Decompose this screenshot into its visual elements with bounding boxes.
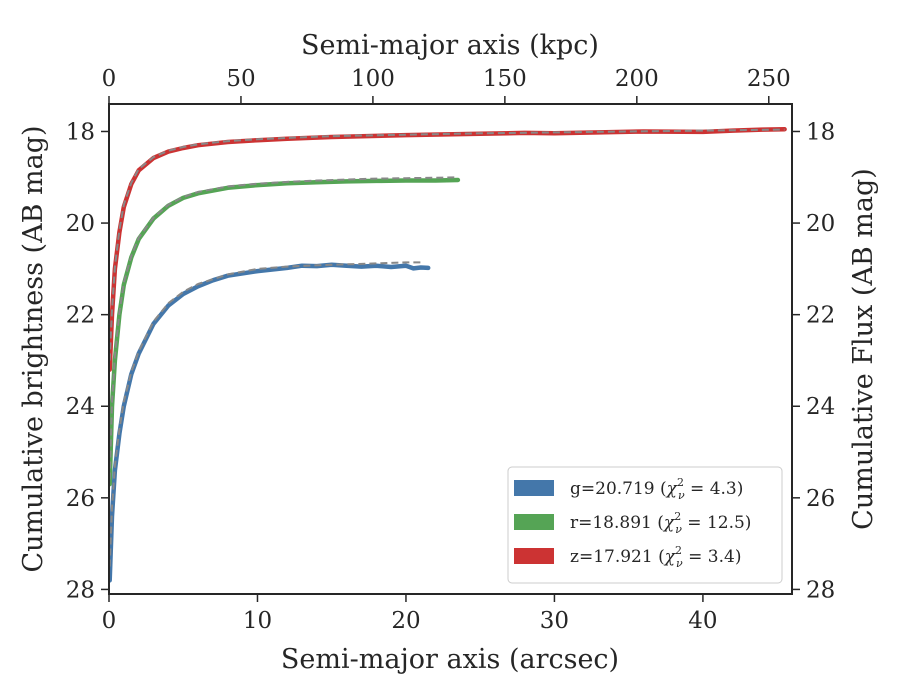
series-line-g-model	[109, 261, 421, 567]
y-tick-label: 18	[66, 119, 95, 145]
plot-frame	[108, 103, 793, 595]
x-tick-label: 20	[391, 608, 420, 634]
y-tick-label: 26	[66, 486, 95, 512]
top-x-tick-label: 200	[615, 66, 659, 92]
legend-entry-label: g=20.719 (χ2 ν = 4.3)	[570, 476, 743, 502]
legend-swatch	[514, 514, 554, 530]
y-tick-label: 28	[66, 577, 95, 603]
x-axis-label: Semi-major axis (arcsec)	[281, 644, 619, 675]
top-x-axis-label: Semi-major axis (kpc)	[301, 30, 599, 61]
y-tick-label: 20	[66, 211, 95, 237]
right-y-tick-label: 18	[806, 119, 835, 145]
y-tick-label: 22	[66, 303, 95, 329]
series-line-z	[109, 126, 787, 372]
legend-swatch	[514, 480, 554, 496]
top-x-tick-label: 100	[351, 66, 395, 92]
top-x-tick-label: 0	[102, 66, 117, 92]
legend-entry-label: z=17.921 (χ2 ν = 3.4)	[570, 544, 741, 570]
x-tick-label: 0	[102, 608, 117, 634]
y-tick-label: 24	[66, 394, 95, 420]
right-y-tick-label: 24	[806, 394, 835, 420]
series-line-r-model	[109, 176, 458, 480]
series-line-r	[109, 177, 461, 487]
legend-box	[507, 466, 783, 584]
legend-entry-label: r=18.891 (χ2 ν = 12.5)	[570, 510, 751, 536]
right-y-axis-label: Cumulative Flux (AB mag)	[848, 168, 879, 530]
right-y-tick-label: 20	[806, 211, 835, 237]
x-tick-label: 10	[243, 608, 272, 634]
right-y-tick-label: 28	[806, 577, 835, 603]
x-tick-label: 30	[540, 608, 569, 634]
legend-swatch	[514, 548, 554, 564]
y-axis-label: Cumulative brightness (AB mag)	[18, 125, 49, 572]
right-y-tick-label: 22	[806, 303, 835, 329]
x-tick-label: 40	[688, 608, 717, 634]
series-line-z-model	[109, 128, 785, 361]
top-x-tick-label: 250	[747, 66, 791, 92]
top-x-tick-label: 50	[226, 66, 255, 92]
ticks-layer: 0 10 20 30 40 0 50 100 150 200 250 18 18 20 20 22 22 24 24…	[66, 66, 836, 634]
top-x-tick-label: 150	[483, 66, 527, 92]
right-y-tick-label: 26	[806, 486, 835, 512]
series-line-g	[109, 262, 431, 583]
legend: g=20.719 (χ2 ν = 4.3) r=18.891 (χ2 ν = 12.5…	[507, 466, 783, 584]
series-layer	[109, 126, 787, 583]
